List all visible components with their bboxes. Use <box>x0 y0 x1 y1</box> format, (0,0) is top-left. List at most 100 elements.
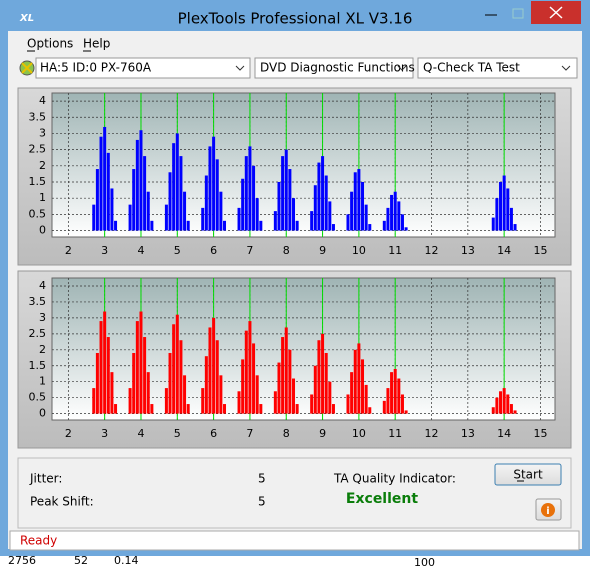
bar <box>390 372 394 414</box>
bg-text: 0.14 <box>114 554 139 566</box>
y-tick-label: 0.5 <box>29 207 47 220</box>
bar <box>393 368 397 414</box>
bar <box>248 321 252 414</box>
x-tick-label: 7 <box>246 244 253 257</box>
bar <box>313 365 317 414</box>
bar <box>491 217 495 231</box>
x-tick-label: 2 <box>65 244 72 257</box>
y-tick-label: 1.5 <box>29 175 47 188</box>
bar <box>404 410 408 414</box>
menu-item[interactable]: Help <box>83 37 110 51</box>
x-tick-label: 13 <box>461 244 475 257</box>
bar <box>255 198 259 231</box>
bar <box>106 337 110 414</box>
bar <box>364 384 368 414</box>
bar <box>212 317 216 414</box>
dropdown-arrow <box>235 65 245 71</box>
bar <box>175 133 179 231</box>
bar <box>328 381 332 414</box>
bar <box>368 407 372 414</box>
bar <box>183 375 187 414</box>
bar <box>386 207 390 231</box>
bar <box>172 143 176 231</box>
function-dropdown[interactable] <box>254 57 414 79</box>
bar <box>146 191 150 231</box>
test-dropdown[interactable] <box>417 57 578 79</box>
bar <box>321 333 325 414</box>
status-bar <box>9 530 580 551</box>
bar <box>310 211 314 231</box>
bar <box>368 224 372 231</box>
menu-item[interactable]: Options <box>27 37 73 51</box>
bar <box>252 165 256 231</box>
bar <box>331 404 335 414</box>
bar <box>295 404 299 414</box>
bar <box>99 321 103 414</box>
y-tick-label: 3.5 <box>29 295 47 308</box>
bar <box>506 188 510 231</box>
bar <box>183 191 187 231</box>
drive-icon-mark <box>21 62 33 74</box>
bar <box>277 181 281 231</box>
x-tick-label: 10 <box>352 244 366 257</box>
bar <box>400 394 404 414</box>
drive-dropdown[interactable] <box>35 57 251 79</box>
dropdown-arrow <box>397 65 407 71</box>
y-tick-label: 0 <box>39 407 46 420</box>
ta-label: TA Quality Indicator: <box>333 472 456 486</box>
plot-area <box>51 277 556 421</box>
bar <box>357 169 361 231</box>
bar <box>502 175 506 231</box>
bar <box>106 152 110 231</box>
bar <box>139 130 143 231</box>
bar <box>244 330 248 414</box>
bar <box>99 136 103 231</box>
bar <box>321 156 325 231</box>
bar <box>103 311 107 414</box>
bar <box>288 349 292 414</box>
start-button[interactable] <box>494 463 562 486</box>
bar <box>281 337 285 414</box>
bar <box>273 211 277 231</box>
bar <box>135 139 139 231</box>
x-tick-label: 10 <box>352 427 366 440</box>
jitter-label: Jitter: <box>29 472 62 486</box>
x-tick-label: 15 <box>533 427 547 440</box>
bar <box>346 394 350 414</box>
y-tick-label: 0.5 <box>29 391 47 404</box>
dropdown-text: Q-Check TA Test <box>423 61 520 75</box>
bar <box>292 378 296 414</box>
bar <box>284 327 288 414</box>
bar <box>103 126 107 231</box>
bar <box>143 337 147 414</box>
bar <box>499 391 503 414</box>
bar <box>128 204 132 231</box>
minimize-button[interactable] <box>476 4 506 24</box>
bar <box>328 201 332 231</box>
bar <box>219 191 223 231</box>
y-tick-label: 2 <box>39 343 46 356</box>
bar <box>212 136 216 231</box>
x-tick-label: 3 <box>101 244 108 257</box>
bar <box>172 324 176 414</box>
ta-result: Excellent <box>346 491 418 507</box>
info-icon <box>541 503 555 517</box>
bar <box>509 404 513 414</box>
bar <box>350 372 354 414</box>
bar <box>364 204 368 231</box>
bar <box>95 352 99 414</box>
x-tick-label: 7 <box>246 427 253 440</box>
bar <box>506 394 510 414</box>
dropdown-text: DVD Diagnostic Functions <box>260 61 415 75</box>
bar <box>132 169 136 231</box>
bar <box>248 146 252 231</box>
x-tick-label: 15 <box>533 244 547 257</box>
bar <box>201 388 205 414</box>
info-icon-glyph: i <box>546 506 549 517</box>
maximize-button[interactable] <box>512 8 524 19</box>
y-tick-label: 0 <box>39 224 46 237</box>
x-tick-label: 9 <box>319 244 326 257</box>
bar <box>164 204 168 231</box>
bar <box>255 375 259 414</box>
bar <box>204 356 208 414</box>
